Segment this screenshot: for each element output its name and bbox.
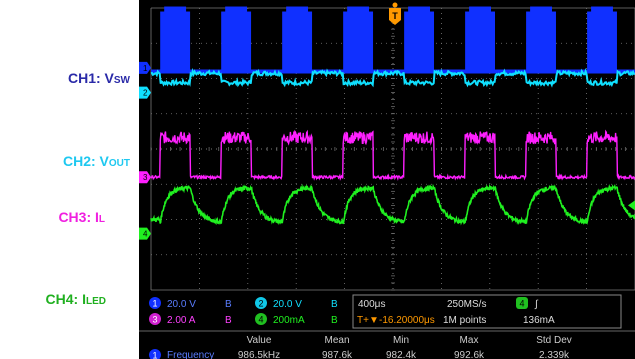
ch4-bw-icon: B: [331, 315, 338, 326]
meas-header-mean: Mean: [324, 335, 349, 346]
ch1-bw-icon: B: [225, 299, 232, 310]
waveform-display: 1 2 3 4 T 1 20.0 V B 2 20.0 V B 3 2.00 A B 4…: [139, 2, 635, 359]
ch4-label: CH4: ILED: [45, 291, 106, 307]
ch4-level-marker: [139, 227, 151, 240]
ch1-badge-num: 1: [152, 299, 157, 309]
ch1-burst-5: [465, 11, 495, 72]
ch2-scale: 20.0 V: [273, 299, 302, 310]
meas-value: 986.5kHz: [238, 350, 280, 359]
ch3-badge-num: 3: [152, 315, 157, 325]
sample-rate: 250MS/s: [447, 299, 486, 310]
ch1-burst-cap-2: [286, 6, 309, 13]
ch1-label: CH1: VSW: [67, 70, 130, 86]
ch1-burst-cap-7: [591, 6, 613, 13]
ch4-badge-num: 4: [258, 315, 263, 325]
oscilloscope-screen: 1 2 3 4 T 1 20.0 V B 2 20.0 V B 3 2.00 A B 4…: [139, 0, 635, 359]
trigger-level-marker: [628, 200, 635, 211]
measurement-table: Value Mean Min Max Std Dev 1 Frequency 9…: [149, 335, 572, 359]
ch2-label: CH2: VOUT: [62, 153, 130, 169]
ch1-burst-7: [587, 11, 617, 72]
trigger-dot: [392, 2, 398, 8]
ch2-level-marker-label: 2: [143, 89, 148, 98]
settings-panel: 1 20.0 V B 2 20.0 V B 3 2.00 A B 4 200mA…: [139, 294, 635, 359]
trigger-channel: 4: [519, 299, 524, 309]
ch2-badge[interactable]: [255, 297, 267, 309]
timebase-box[interactable]: [352, 294, 622, 329]
trigger-level: 136mA: [523, 315, 555, 326]
trigger-position: -16.20000μs: [379, 315, 435, 326]
ch3-label: CH3: IL: [58, 209, 105, 225]
meas-ch-num: 1: [152, 351, 157, 359]
ch1-burst-cap-0: [164, 6, 187, 13]
ch3-badge[interactable]: [149, 313, 161, 325]
ch1-burst-3: [343, 11, 374, 72]
meas-header-max: Max: [460, 335, 479, 346]
ch2-level-marker: [139, 86, 151, 99]
ch1-burst-1: [221, 11, 252, 72]
ch3-scale: 2.00 A: [167, 315, 196, 326]
channel-markers: 1 2 3 4 T: [139, 2, 635, 240]
ch1-burst-cap-6: [530, 6, 552, 13]
ch1-burst-0: [160, 11, 191, 72]
waveform-traces: [150, 6, 635, 226]
meas-ch-badge[interactable]: [149, 349, 161, 359]
ch1-burst-cap-3: [347, 6, 370, 13]
ch1-burst-6: [526, 11, 556, 72]
ch3-bw-icon: B: [225, 315, 232, 326]
meas-min: 982.4k: [386, 350, 417, 359]
meas-header-min: Min: [393, 335, 409, 346]
ch1-burst-2: [282, 11, 313, 72]
timebase-value: 400μs: [358, 299, 385, 310]
ch1-burst-4: [404, 11, 435, 72]
meas-header-value: Value: [247, 335, 272, 346]
trigger-slope-icon: ∫: [534, 299, 539, 310]
ch4-trace: [150, 183, 635, 226]
ch1-level-marker: [139, 61, 151, 74]
ch4-level-marker-label: 4: [143, 230, 148, 239]
ch2-badge-num: 2: [258, 299, 263, 309]
ch2-bw-icon: B: [331, 299, 338, 310]
ch1-badge[interactable]: [149, 297, 161, 309]
ch4-scale: 200mA: [273, 315, 305, 326]
meas-max: 992.6k: [454, 350, 485, 359]
trigger-position-marker-label: T: [392, 11, 398, 21]
meas-label: Frequency: [167, 350, 214, 359]
trigger-position-icon: T+▼: [357, 315, 379, 326]
ch2-trace: [150, 67, 635, 88]
ch3-trace: [150, 129, 635, 181]
ch1-level-marker-label: 1: [143, 64, 148, 73]
meas-mean: 987.6k: [322, 350, 353, 359]
ch1-burst-cap-5: [469, 6, 491, 13]
ch3-level-marker: [139, 171, 151, 184]
meas-header-stddev: Std Dev: [536, 335, 572, 346]
meas-stddev: 2.339k: [539, 350, 570, 359]
trigger-channel-badge[interactable]: [516, 297, 528, 309]
record-length: 1M points: [443, 315, 486, 326]
trigger-position-marker: [389, 8, 401, 25]
ch1-burst-cap-1: [225, 6, 248, 13]
ch4-badge[interactable]: [255, 313, 267, 325]
ch3-level-marker-label: 3: [143, 173, 148, 182]
ch1-scale: 20.0 V: [167, 299, 196, 310]
ch1-burst-cap-4: [408, 6, 431, 13]
